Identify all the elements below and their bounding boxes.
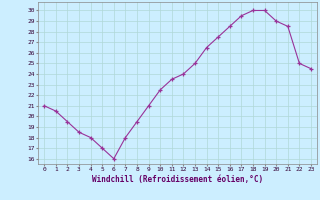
- X-axis label: Windchill (Refroidissement éolien,°C): Windchill (Refroidissement éolien,°C): [92, 175, 263, 184]
